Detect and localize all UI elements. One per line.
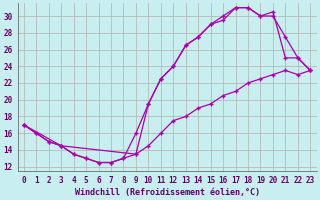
X-axis label: Windchill (Refroidissement éolien,°C): Windchill (Refroidissement éolien,°C) xyxy=(75,188,260,197)
